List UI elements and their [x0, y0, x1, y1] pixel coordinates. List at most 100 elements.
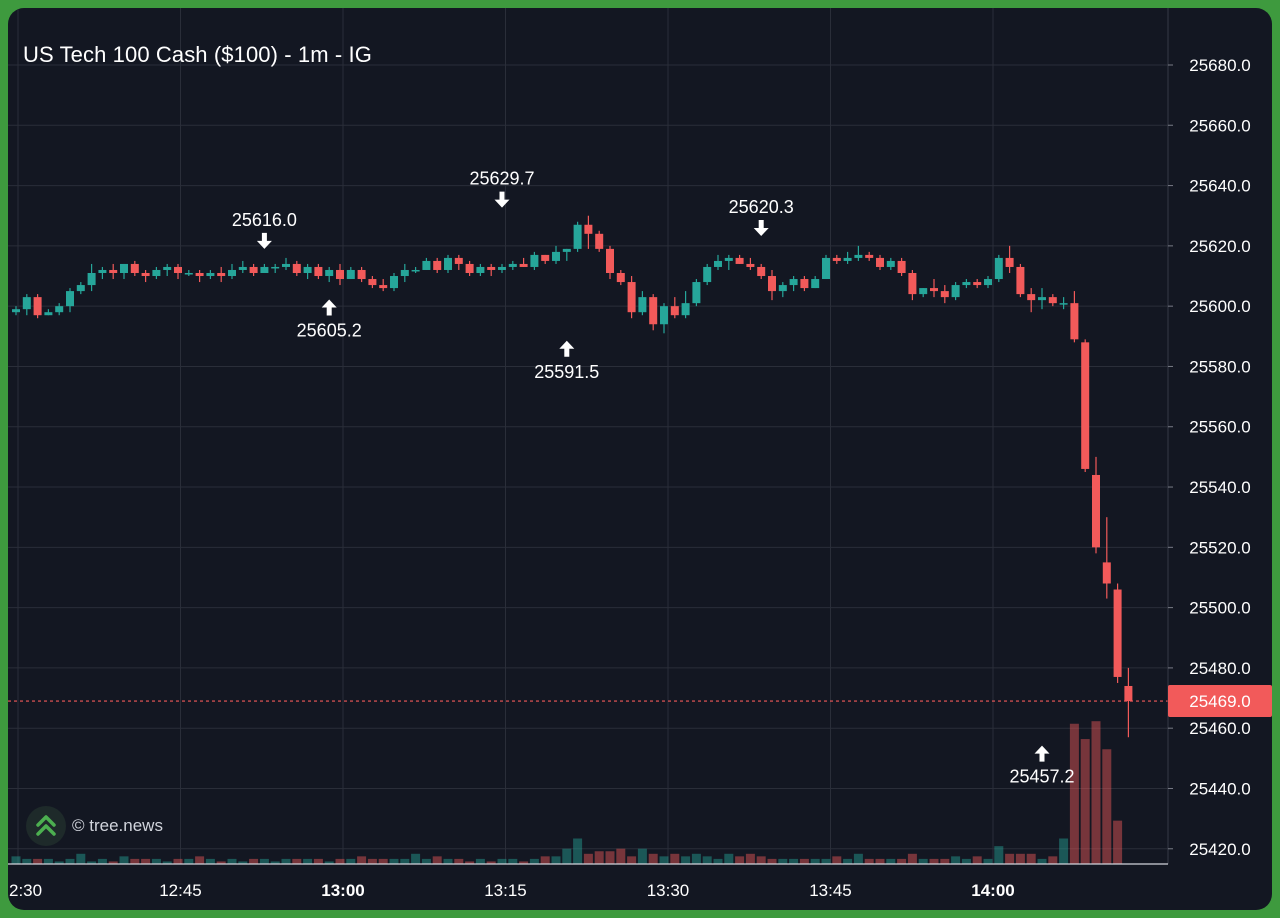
candle-body — [606, 248, 614, 274]
candle-body — [638, 297, 647, 313]
candle-body — [692, 282, 701, 304]
volume-bar — [335, 858, 345, 864]
candle-body — [303, 266, 312, 274]
volume-bar — [799, 858, 809, 864]
candle-body — [724, 257, 733, 261]
candle-body — [1016, 266, 1025, 295]
volume-bar — [907, 853, 917, 864]
price-tick-label: 25640.0 — [1189, 177, 1250, 196]
volume-bar — [691, 853, 701, 864]
candle-body — [649, 297, 658, 325]
time-tick-label: 14:00 — [971, 881, 1014, 900]
candlestick-chart[interactable]: 25616.0 25605.2 25629.7 25591.5 25620.3 25457… — [8, 8, 1272, 910]
candle-body — [994, 257, 1003, 280]
candle-body — [55, 306, 64, 313]
price-tick-label: 25480.0 — [1189, 659, 1250, 678]
candle-body — [292, 263, 301, 274]
volume-bar — [961, 858, 971, 864]
candle-body — [811, 279, 820, 289]
candle-body — [735, 257, 744, 264]
arrow-down-icon — [256, 232, 272, 249]
price-tick-label: 25620.0 — [1189, 237, 1250, 256]
volume-bar — [367, 858, 377, 864]
candle-body — [325, 269, 334, 277]
time-tick-label: 13:00 — [321, 881, 364, 900]
chart-panel: 25616.0 25605.2 25629.7 25591.5 25620.3 25457… — [8, 8, 1272, 910]
volume-bar — [1113, 820, 1123, 864]
arrow-up-icon — [559, 340, 575, 357]
candle-body — [217, 273, 226, 277]
candle-body — [444, 257, 452, 270]
volume-bar — [529, 858, 539, 864]
candle-body — [854, 254, 863, 258]
price-axis[interactable]: 25680.0 25660.0 25640.0 25620.0 25600.0 25580… — [1167, 8, 1272, 864]
volume-bar — [411, 853, 421, 864]
volume-bar — [681, 856, 691, 864]
candle-body — [984, 279, 992, 286]
volume-bar — [778, 858, 788, 864]
volume-bar — [637, 848, 647, 864]
volume-bar — [54, 861, 64, 864]
candle-body — [336, 269, 344, 280]
volume-bar — [551, 856, 561, 864]
candle-body — [368, 279, 377, 286]
volume-bar — [1059, 838, 1069, 864]
candle-body — [422, 260, 431, 270]
price-tick-label: 25560.0 — [1189, 418, 1250, 437]
watermark[interactable]: © tree.news — [26, 806, 163, 846]
volume-bar — [486, 861, 496, 864]
candle-body — [1113, 589, 1122, 677]
candle-body — [919, 288, 928, 295]
candle-body — [195, 273, 204, 277]
candle-body — [962, 282, 971, 286]
marker-label: 25629.7 — [469, 169, 534, 189]
candle-body — [1124, 685, 1133, 702]
volume-bar — [594, 851, 604, 864]
candle-body — [228, 269, 236, 277]
price-tick-label: 25660.0 — [1189, 116, 1250, 135]
volume-bar — [864, 858, 874, 864]
candle-body — [66, 291, 74, 307]
candle-body — [271, 266, 280, 269]
current-price-tag — [1168, 685, 1272, 718]
volume-bar — [983, 858, 993, 864]
volume-bar — [432, 856, 442, 864]
volume-bar — [195, 856, 205, 864]
time-axis[interactable]: 2:30 12:45 13:00 13:15 13:30 13:45 14:00 — [8, 863, 1168, 900]
volume-bar — [897, 858, 907, 864]
candle-body — [616, 273, 625, 283]
volume-bar — [670, 853, 680, 864]
candle-body — [130, 263, 139, 274]
candle-body — [33, 297, 42, 316]
volume-bar — [853, 853, 863, 864]
volume-bar — [832, 856, 842, 864]
arrow-up-icon — [1034, 745, 1050, 762]
volume-bar — [735, 856, 745, 864]
candle-body — [249, 266, 258, 274]
volume-bar — [810, 858, 820, 864]
volume-bar — [605, 851, 615, 864]
candle-body — [908, 273, 917, 295]
candle-body — [508, 263, 517, 267]
candle-body — [757, 266, 766, 277]
price-tick-label: 25440.0 — [1189, 779, 1250, 798]
candle-body — [206, 273, 215, 277]
volume-bar — [540, 856, 550, 864]
volume-bar — [1091, 721, 1101, 864]
candle-body — [1070, 303, 1079, 340]
price-tick-label: 25460.0 — [1189, 719, 1250, 738]
volume-bar — [1048, 856, 1058, 864]
candle-body — [141, 273, 150, 277]
candle-body — [1048, 297, 1057, 304]
volume-bar — [789, 858, 799, 864]
volume-bar — [238, 861, 248, 864]
candle-body — [768, 276, 776, 292]
volume-bar — [119, 856, 129, 864]
volume-bar — [627, 856, 637, 864]
candle-body — [595, 233, 604, 249]
candle-body — [174, 266, 182, 274]
candle-body — [12, 309, 20, 313]
chart-title: US Tech 100 Cash ($100) - 1m - IG — [23, 42, 372, 67]
watermark-text: © tree.news — [72, 816, 163, 835]
volume-bar — [303, 858, 313, 864]
